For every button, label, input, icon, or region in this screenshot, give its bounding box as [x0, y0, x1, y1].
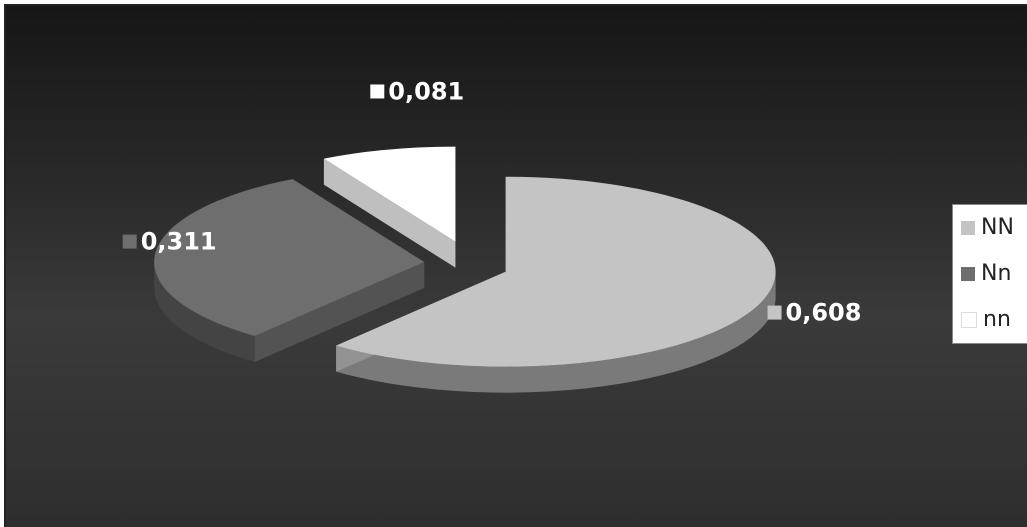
pie-slice-1	[336, 176, 776, 393]
pie-slice-side	[154, 262, 255, 362]
data-label-text: 0,081	[388, 77, 464, 105]
pie-slice-face	[323, 158, 456, 268]
data-label-marker	[767, 305, 782, 320]
data-label-1: 0,608	[767, 299, 862, 327]
legend-item-nn-upper: NN	[961, 215, 1014, 240]
pie-slice-side	[336, 271, 776, 393]
pie-slice-2	[154, 179, 425, 362]
legend-item-nn-lower: nn	[961, 307, 1011, 332]
data-label-text: 0,608	[786, 299, 862, 327]
legend-swatch-nn-upper	[961, 220, 975, 235]
pie-chart: 0,608 0,311 0,081	[122, 77, 862, 393]
legend-swatch-nn-mixed	[961, 266, 975, 281]
legend-label-nn-upper: NN	[981, 215, 1014, 240]
data-label-3: 0,081	[370, 77, 464, 105]
pie-slice-top	[336, 176, 776, 367]
legend-label-nn-lower: nn	[983, 307, 1011, 332]
pie-slice-face	[254, 262, 425, 362]
data-label-text: 0,311	[141, 228, 217, 256]
pie-slice-top	[154, 179, 425, 336]
legend-item-nn-mixed: Nn	[961, 261, 1011, 286]
chart-area: 0,608 0,311 0,081 NN Nn nn	[4, 4, 1027, 527]
pie-slice-3	[323, 146, 456, 268]
chart-legend: NN Nn nn	[952, 204, 1027, 344]
legend-swatch-nn-lower	[961, 311, 977, 328]
pie-slice-top	[323, 146, 456, 242]
data-label-marker	[370, 84, 385, 99]
data-label-marker	[122, 234, 137, 249]
data-label-2: 0,311	[122, 228, 217, 256]
legend-label-nn-mixed: Nn	[981, 261, 1012, 286]
